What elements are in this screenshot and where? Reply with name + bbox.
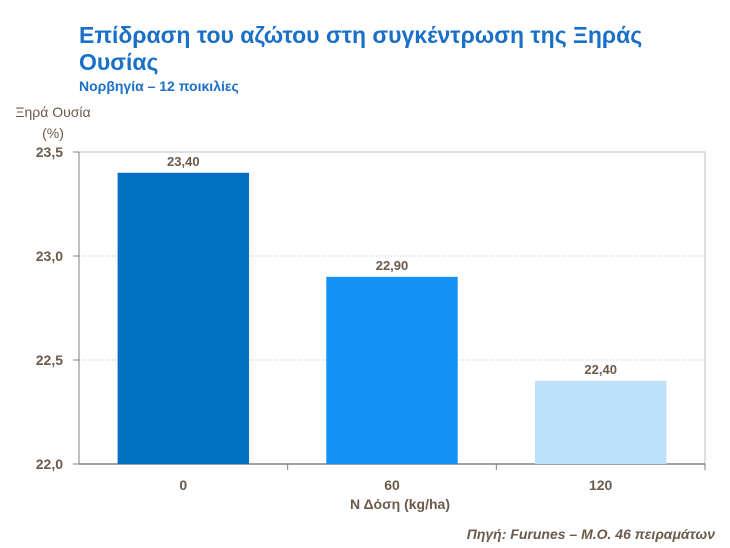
x-tick-label: 120 [589, 477, 613, 493]
bar [534, 380, 667, 464]
bar-value-label: 23,40 [167, 154, 200, 169]
bar [326, 276, 458, 464]
bar-value-label: 22,40 [584, 362, 617, 377]
x-axis-label: Ν Δόση (kg/ha) [349, 496, 450, 512]
x-tick-label: 60 [384, 477, 400, 493]
y-tick-label: 23,0 [36, 248, 63, 264]
y-tick-label: 22,0 [36, 456, 63, 472]
chart-subtitle: Νορβηγία – 12 ποικιλίες [79, 78, 239, 94]
y-axis-label: Ξηρά Ουσία (%) [15, 104, 91, 141]
y-tick-label: 22,5 [36, 352, 63, 368]
bar-value-label: 22,90 [376, 258, 409, 273]
source-note: Πηγή: Furunes – Μ.Ο. 46 πειραμάτων [466, 526, 715, 542]
y-tick-label: 23,5 [36, 144, 63, 160]
chart-title: Επίδραση του αζώτου στη συγκέντρωση της … [79, 22, 643, 75]
bar [117, 172, 250, 465]
x-tick-label: 0 [179, 477, 187, 493]
